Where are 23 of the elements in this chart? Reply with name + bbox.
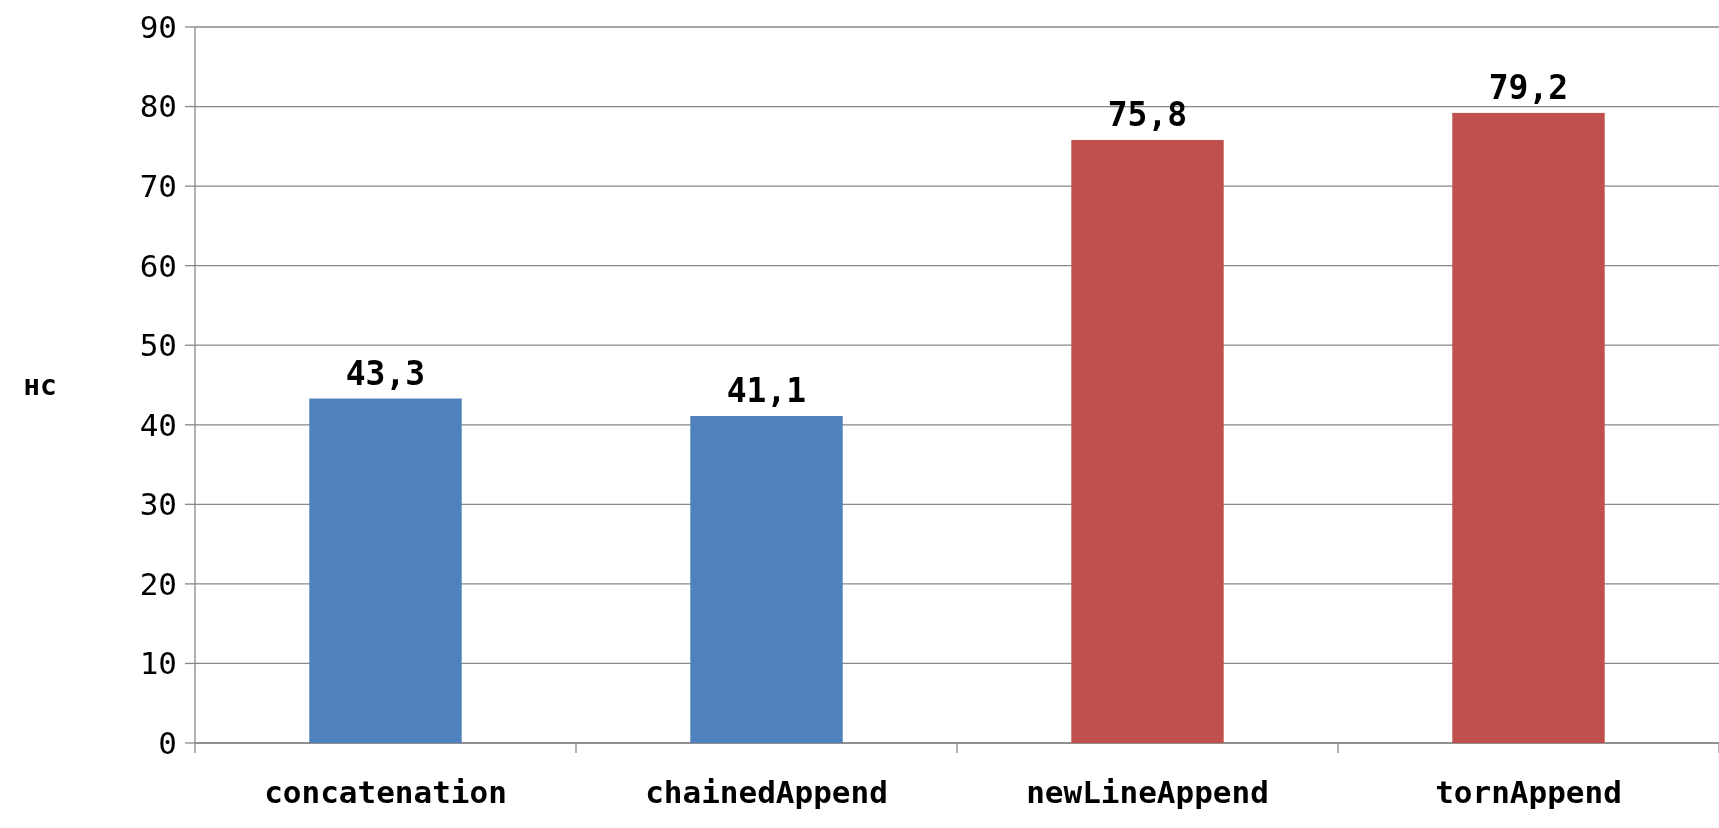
y-tick-label: 0 [158, 724, 177, 761]
data-label: 75,8 [1107, 94, 1188, 134]
bar [1071, 139, 1224, 743]
data-label: 79,2 [1488, 67, 1569, 107]
y-tick-label: 20 [139, 565, 177, 602]
y-tick-label: 60 [139, 247, 177, 284]
y-tick-label: 80 [139, 88, 177, 125]
x-tick-label: tornAppend [1435, 774, 1622, 810]
y-tick-label: 70 [139, 167, 177, 204]
y-tick-label: 90 [139, 8, 177, 45]
data-label: 43,3 [345, 353, 426, 393]
bar [309, 398, 462, 743]
y-tick-label: 30 [139, 486, 177, 523]
y-tick-label: 40 [139, 406, 177, 443]
x-tick-label: chainedAppend [645, 774, 888, 810]
y-axis-title: нс [23, 369, 57, 402]
x-tick-label: newLineAppend [1026, 774, 1269, 810]
data-label: 41,1 [726, 371, 807, 411]
y-tick-label: 50 [139, 327, 177, 364]
bar [1452, 112, 1605, 743]
y-tick-label: 10 [139, 645, 177, 682]
bar [690, 416, 843, 743]
x-tick-label: concatenation [264, 774, 507, 810]
